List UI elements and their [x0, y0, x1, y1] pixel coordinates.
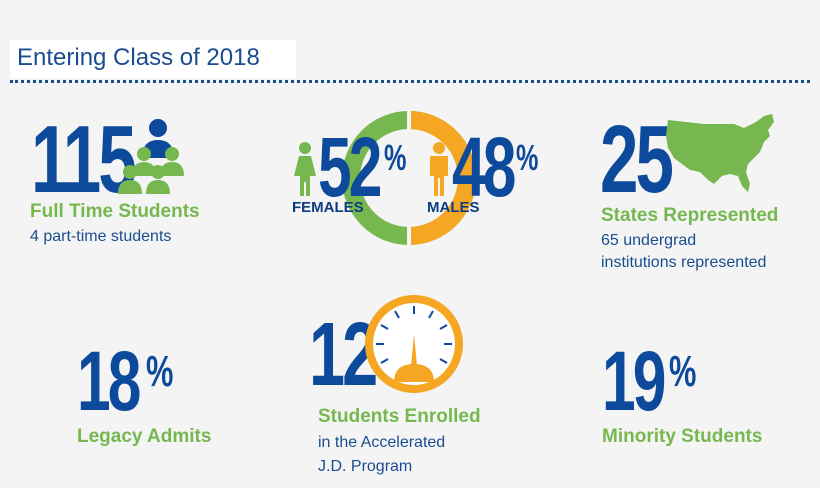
female-pct-sign: %	[384, 137, 407, 178]
male-label: MALES	[427, 199, 480, 216]
accelerated-sub-2: J.D. Program	[318, 458, 413, 475]
title-box	[10, 40, 296, 78]
male-pct-sign: %	[516, 137, 539, 178]
female-label: FEMALES	[292, 199, 364, 216]
states-sub-1: 65 undergrad	[601, 232, 697, 249]
part-time-sub: 4 part-time students	[30, 228, 172, 245]
full-time-label: Full Time Students	[30, 201, 200, 222]
accelerated-label: Students Enrolled	[318, 406, 481, 427]
dotted-divider	[10, 80, 810, 83]
states-label: States Represented	[601, 205, 779, 226]
male-icon	[430, 142, 448, 196]
minority-label: Minority Students	[602, 426, 763, 447]
female-icon	[294, 142, 316, 196]
female-pct: 52	[318, 120, 382, 214]
legacy-label: Legacy Admits	[77, 426, 212, 447]
minority-number: 19	[602, 334, 666, 428]
usa-map-icon	[666, 114, 774, 192]
page-title: Entering Class of 2018	[17, 44, 260, 71]
minority-pct-sign: %	[669, 347, 697, 396]
legacy-number: 18	[77, 334, 141, 428]
group-icon	[118, 119, 184, 194]
states-sub-2: institutions represented	[601, 254, 767, 271]
states-number: 25	[600, 106, 674, 213]
gender-donut	[342, 108, 476, 248]
gauge-icon	[365, 295, 463, 393]
accelerated-sub-1: in the Accelerated	[318, 434, 446, 451]
male-pct: 48	[452, 120, 516, 214]
legacy-pct-sign: %	[146, 347, 174, 396]
